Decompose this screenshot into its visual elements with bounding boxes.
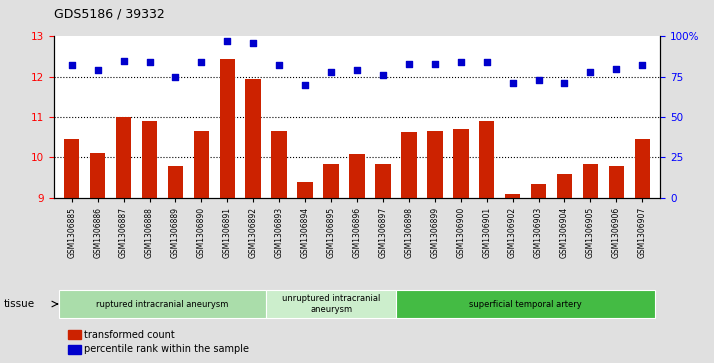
Point [455,59,466,65]
Bar [531,184,546,198]
Bar [396,290,655,318]
Bar [193,131,209,198]
Point [273,62,285,68]
Point [481,59,493,65]
Point [559,80,570,86]
Bar [266,290,396,318]
Bar [168,166,183,198]
Point [248,40,259,46]
Point [221,38,233,44]
Point [196,59,207,65]
Bar [427,131,443,198]
Bar [116,117,131,198]
Bar [583,163,598,198]
Point [429,61,441,67]
Point [351,67,363,73]
Bar [479,121,495,198]
Bar [323,163,339,198]
Text: unruptured intracranial
aneurysm: unruptured intracranial aneurysm [282,294,381,314]
Point [326,69,337,75]
Bar [505,194,521,198]
Bar [608,166,624,198]
Bar [557,174,572,198]
Bar [59,290,266,318]
Point [118,58,129,64]
Bar [64,139,79,198]
Text: superficial temporal artery: superficial temporal artery [469,299,582,309]
Text: GDS5186 / 39332: GDS5186 / 39332 [54,7,164,20]
Bar [90,154,106,198]
Bar [401,132,417,198]
Point [92,67,104,73]
Bar [349,154,365,198]
Text: tissue: tissue [4,299,35,309]
Point [66,62,77,68]
Text: percentile rank within the sample: percentile rank within the sample [84,344,248,354]
Point [170,74,181,79]
Text: ruptured intracranial aneurysm: ruptured intracranial aneurysm [96,299,228,309]
Bar [142,121,157,198]
Bar [219,58,235,198]
Bar [271,131,287,198]
Bar [246,79,261,198]
Point [377,72,388,78]
Point [610,66,622,72]
Text: transformed count: transformed count [84,330,174,339]
Point [507,80,518,86]
Bar [453,129,468,198]
Bar [635,139,650,198]
Point [585,69,596,75]
Point [637,62,648,68]
Bar [375,163,391,198]
Point [299,82,311,87]
Point [533,77,544,83]
Bar [297,183,313,198]
Point [403,61,415,67]
Point [144,59,155,65]
